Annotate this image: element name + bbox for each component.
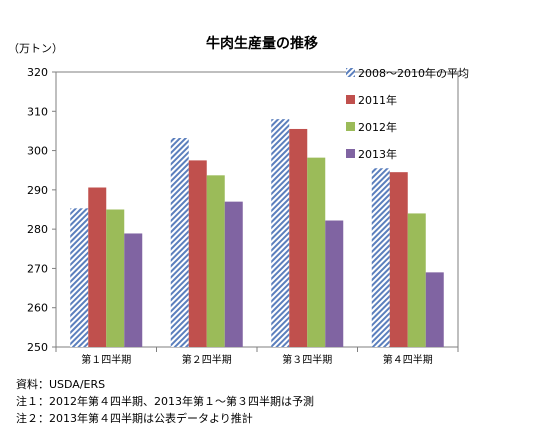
footnote-1: 注１：2012年第４四半期、2013年第１～第３四半期は予測 <box>16 395 314 408</box>
bar <box>371 168 390 347</box>
y-tick-label: 310 <box>27 105 48 118</box>
x-tick-label: 第４四半期 <box>383 353 433 366</box>
bar <box>124 233 143 347</box>
y-tick-label: 250 <box>27 341 48 354</box>
bars <box>70 119 444 348</box>
source-note: 資料：USDA/ERS <box>16 378 106 391</box>
legend-label: 2008～2010年の平均 <box>358 66 469 80</box>
bar <box>106 209 125 347</box>
bar <box>289 128 308 347</box>
legend-label: 2013年 <box>358 147 397 161</box>
bar <box>170 138 189 347</box>
bar <box>188 160 207 347</box>
bar <box>271 119 290 348</box>
chart-title: 牛肉生産量の推移 <box>206 35 318 52</box>
bar <box>307 157 326 347</box>
x-tick-label: 第２四半期 <box>182 353 232 366</box>
x-tick-label: 第３四半期 <box>282 353 332 366</box>
bar <box>325 220 344 347</box>
bar <box>407 213 426 347</box>
y-tick-label: 260 <box>27 302 48 315</box>
legend-label: 2011年 <box>358 93 397 107</box>
x-tick-label: 第１四半期 <box>81 353 131 366</box>
legend-label: 2012年 <box>358 120 397 134</box>
bar <box>224 201 243 347</box>
bar <box>88 187 107 347</box>
bar <box>389 172 408 347</box>
notes: 資料：USDA/ERS 注１：2012年第４四半期、2013年第１～第３四半期は… <box>16 376 314 427</box>
legend-swatch <box>346 95 355 104</box>
y-axis-unit-label: （万トン） <box>8 42 63 55</box>
legend-swatch <box>346 68 355 77</box>
axes: 250 260 270 280 290 300 310 320 第１四半期 第２四半期 第３四半期 第… <box>27 66 459 366</box>
y-tick-label: 270 <box>27 262 48 275</box>
bar <box>425 272 444 347</box>
bar <box>70 208 89 347</box>
y-tick-label: 320 <box>27 66 48 79</box>
y-tick-label: 280 <box>27 223 48 236</box>
legend-swatch <box>346 149 355 158</box>
y-tick-label: 290 <box>27 184 48 197</box>
y-tick-label: 300 <box>27 145 48 158</box>
footnote-2: 注２：2013年第４四半期は公表データより推計 <box>16 412 253 425</box>
legend: 2008～2010年の平均 2011年 2012年 2013年 <box>346 66 469 161</box>
beef-production-chart: 牛肉生産量の推移 （万トン） 250 260 270 280 290 300 310 320 第… <box>8 35 469 366</box>
bar <box>206 175 225 347</box>
legend-swatch <box>346 122 355 131</box>
